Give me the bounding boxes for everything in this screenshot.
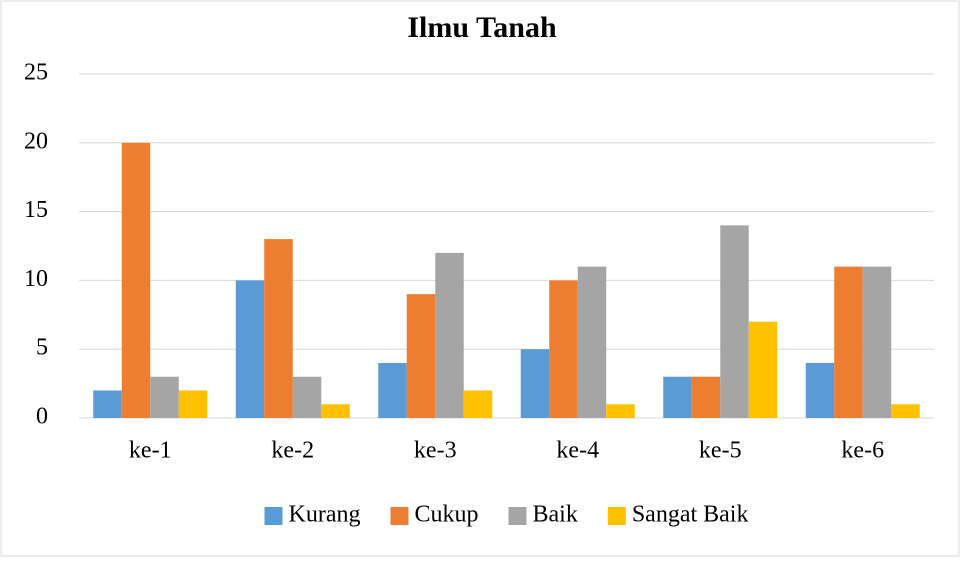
bar [748,321,778,418]
bar [406,294,436,418]
bar [321,404,350,418]
bar [862,266,892,418]
bar [378,362,407,418]
bar [121,142,151,419]
legend-swatch [508,507,527,525]
x-tick-label: ke-4 [556,438,599,464]
bar [435,252,464,418]
bar [93,390,122,418]
legend-label: Cukup [414,502,478,528]
x-tick-label: ke-1 [129,438,172,464]
legend-swatch [264,507,283,525]
bar [834,266,863,418]
y-tick-label: 15 [24,197,48,223]
y-tick-label: 0 [36,404,48,430]
bar [178,390,208,418]
bar [663,376,692,418]
bar [292,376,322,418]
x-tick-label: ke-3 [414,438,457,464]
chart-title: Ilmu Tanah [407,11,557,44]
bar [606,404,635,418]
y-tick-label: 5 [36,335,48,361]
y-tick-label: 20 [24,128,48,154]
bar [463,390,493,418]
bar [235,280,265,418]
legend-swatch [390,507,409,525]
bar [891,404,920,418]
bar [691,376,721,418]
x-tick-label: ke-6 [841,438,884,464]
bar [264,239,293,418]
y-tick-label: 10 [24,266,48,292]
bar [805,362,835,418]
legend-label: Kurang [289,502,361,528]
x-tick-label: ke-5 [699,438,742,464]
y-tick-label: 25 [24,60,48,86]
legend-label: Sangat Baik [632,502,749,528]
legend-swatch [607,507,626,525]
bar [577,266,607,418]
legend-label: Baik [533,502,578,528]
bar [150,376,179,418]
x-tick-label: ke-2 [271,438,314,464]
bar [520,349,550,418]
bar [549,280,578,418]
bar [720,225,749,418]
